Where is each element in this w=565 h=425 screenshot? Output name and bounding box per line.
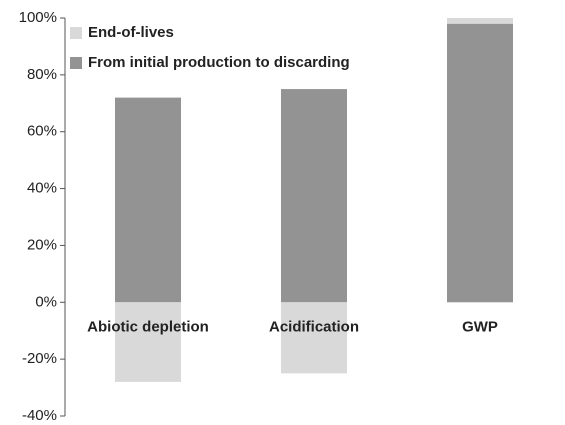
- x-tick-label: GWP: [462, 318, 498, 335]
- y-tick-label: -40%: [22, 407, 57, 424]
- bar-segment: [115, 97, 181, 303]
- legend-label: End-of-lives: [88, 24, 174, 41]
- y-tick-label: 0%: [35, 293, 57, 310]
- y-tick-label: 100%: [19, 9, 57, 26]
- bar-segment: [115, 302, 181, 382]
- x-tick-label: Abiotic depletion: [87, 318, 209, 335]
- y-tick-label: 40%: [27, 180, 57, 197]
- legend-swatch: [70, 57, 82, 69]
- bar-segment: [447, 18, 513, 24]
- y-tick-label: -20%: [22, 350, 57, 367]
- y-tick-label: 60%: [27, 123, 57, 140]
- bar-segment: [281, 302, 347, 374]
- legend-swatch: [70, 27, 82, 39]
- y-tick-label: 20%: [27, 236, 57, 253]
- bar-segment: [281, 89, 347, 303]
- legend-label: From initial production to discarding: [88, 54, 350, 71]
- bar-segment: [447, 23, 513, 303]
- y-tick-label: 80%: [27, 66, 57, 83]
- x-tick-label: Acidification: [269, 318, 359, 335]
